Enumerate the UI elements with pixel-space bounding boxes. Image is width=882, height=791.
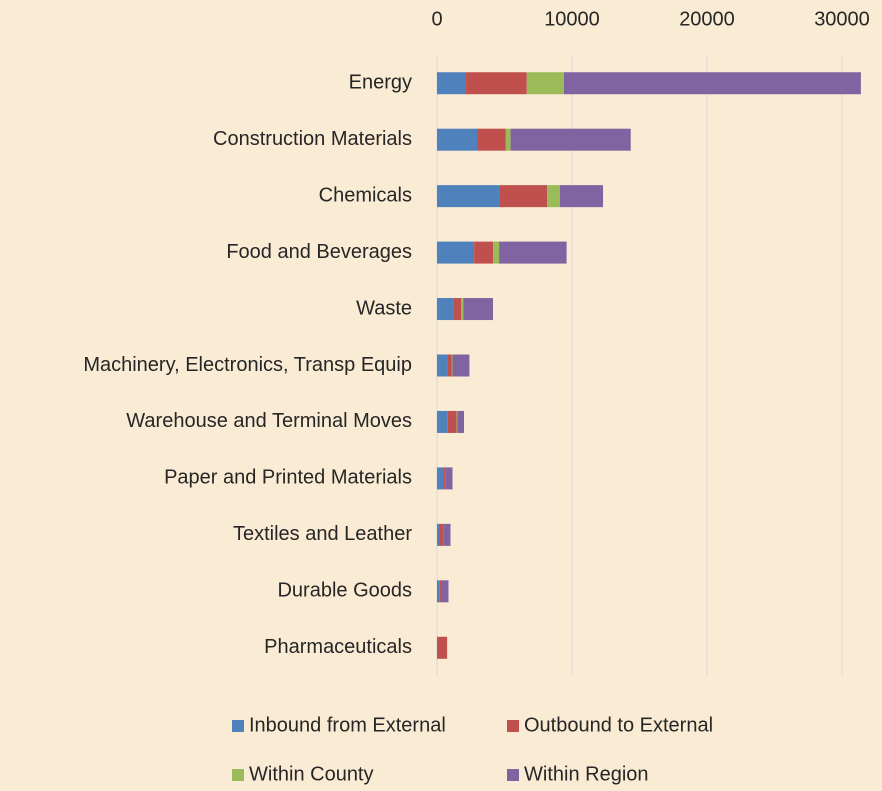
legend-label: Outbound to External xyxy=(524,714,713,736)
legend-label: Within County xyxy=(249,763,374,785)
bar-segment xyxy=(559,185,604,208)
bar-segment xyxy=(505,128,511,151)
bar-segment xyxy=(463,298,494,321)
bar-segment xyxy=(461,298,464,321)
legend-label: Within Region xyxy=(524,763,649,785)
bar-segment xyxy=(437,354,448,377)
y-tick-label: Machinery, Electronics, Transp Equip xyxy=(83,354,412,376)
x-tick-label: 0 xyxy=(431,8,442,30)
bar-segment xyxy=(437,580,440,603)
legend-swatch xyxy=(232,769,244,781)
bar-segment xyxy=(437,185,500,208)
y-tick-label: Waste xyxy=(356,297,412,319)
x-tick-label: 10000 xyxy=(544,8,600,30)
bar-segment xyxy=(437,636,448,659)
y-tick-label: Durable Goods xyxy=(277,580,412,602)
legend-swatch xyxy=(507,769,519,781)
y-tick-label: Pharmaceuticals xyxy=(264,636,412,658)
bar-segment xyxy=(441,580,449,603)
y-tick-label: Construction Materials xyxy=(213,128,412,150)
bar-segment xyxy=(526,72,564,95)
bar-segment xyxy=(477,128,506,151)
bar-segment xyxy=(547,185,560,208)
y-tick-label: Warehouse and Terminal Moves xyxy=(126,410,412,432)
x-tick-label: 20000 xyxy=(679,8,735,30)
bar-segment xyxy=(456,410,458,433)
bar-segment xyxy=(452,354,470,377)
y-tick-label: Paper and Printed Materials xyxy=(164,467,412,489)
bar-segment xyxy=(437,298,454,321)
bar-segment xyxy=(451,354,453,377)
bar-segment xyxy=(499,185,548,208)
bar-segment xyxy=(453,298,462,321)
bar-segment xyxy=(443,523,451,546)
bar-segment xyxy=(493,241,500,264)
bar-segment xyxy=(437,523,440,546)
bar-segment xyxy=(457,410,464,433)
y-tick-label: Textiles and Leather xyxy=(233,523,412,545)
bar-segment xyxy=(437,72,467,95)
bar-segment xyxy=(439,580,442,603)
bar-segment xyxy=(510,128,631,151)
bar-segment xyxy=(439,523,444,546)
legend-label: Inbound from External xyxy=(249,714,446,736)
y-tick-label: Chemicals xyxy=(319,184,412,206)
x-tick-label: 30000 xyxy=(814,8,870,30)
bar-segment xyxy=(445,467,453,490)
bar-segment xyxy=(443,467,446,490)
bar-segment xyxy=(447,354,452,377)
bar-segment xyxy=(474,241,494,264)
legend-swatch xyxy=(232,720,244,732)
legend-swatch xyxy=(507,720,519,732)
y-tick-label: Energy xyxy=(349,72,412,94)
bar-segment xyxy=(437,128,478,151)
bar-segment xyxy=(437,410,448,433)
bar-segment xyxy=(499,241,567,264)
bar-segment xyxy=(437,467,444,490)
bar-segment xyxy=(466,72,527,95)
bar-segment xyxy=(563,72,861,95)
y-tick-label: Food and Beverages xyxy=(226,241,412,263)
bar-segment xyxy=(447,410,457,433)
bar-segment xyxy=(437,241,475,264)
